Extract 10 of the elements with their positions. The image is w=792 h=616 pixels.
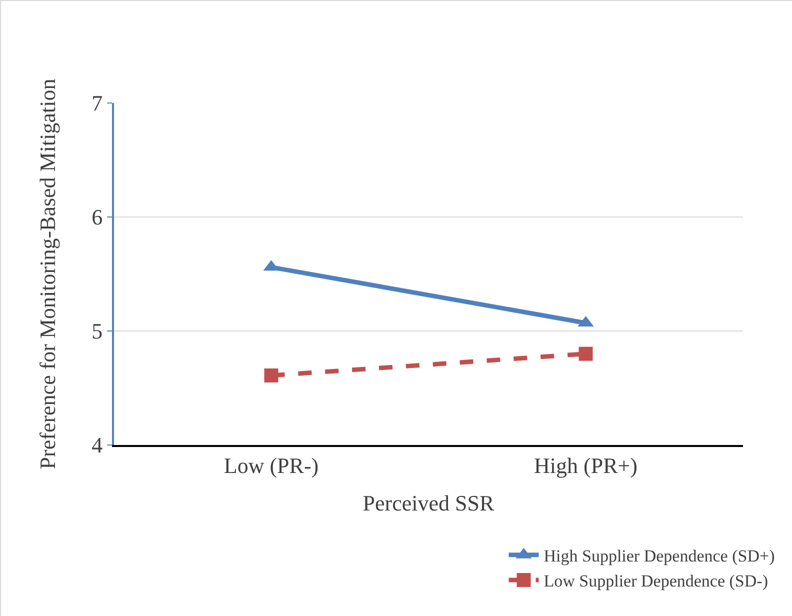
y-axis-title: Preference for Monitoring-Based Mitigation <box>34 78 60 470</box>
x-tick-label: Low (PR-) <box>224 453 319 478</box>
legend-label: High Supplier Dependence (SD+) <box>544 546 775 566</box>
x-axis-title: Perceived SSR <box>362 490 495 516</box>
y-tick-label: 6 <box>92 204 103 230</box>
legend-label: Low Supplier Dependence (SD-) <box>544 572 768 591</box>
y-tick-label: 7 <box>92 90 103 116</box>
y-tick-label: 5 <box>92 318 103 344</box>
y-tick-label: 4 <box>92 432 103 458</box>
x-tick-label: High (PR+) <box>534 453 638 478</box>
